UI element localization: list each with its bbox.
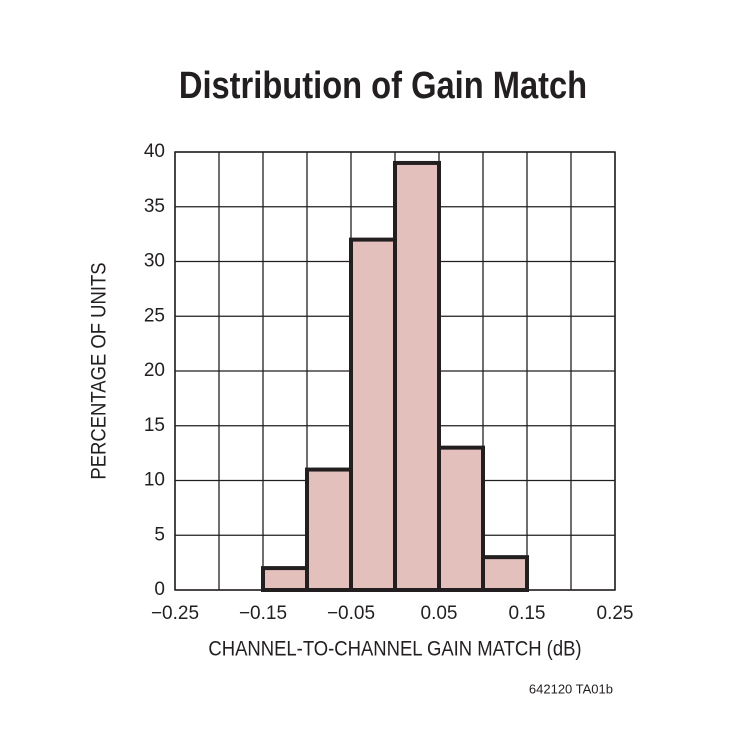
- x-tick-label: 0.25: [597, 603, 634, 624]
- y-tick-label: 20: [144, 360, 165, 381]
- y-tick-label: 0: [154, 579, 165, 600]
- y-axis-label: PERCENTAGE OF UNITS: [87, 262, 110, 479]
- bar: [393, 160, 441, 592]
- chart-title: Distribution of Gain Match: [179, 64, 587, 107]
- footnote: 642120 TA01b: [529, 681, 613, 696]
- bar: [349, 237, 397, 592]
- y-tick-label: 10: [144, 470, 165, 491]
- bar: [261, 566, 309, 592]
- y-tick-label: 30: [144, 251, 165, 272]
- x-tick-label: −0.15: [239, 603, 287, 624]
- bar: [481, 555, 529, 593]
- bar: [437, 445, 485, 592]
- plot-frame: [174, 151, 616, 591]
- y-tick-label: 35: [144, 196, 165, 217]
- y-tick-label: 40: [144, 141, 165, 162]
- x-tick-label: −0.25: [151, 603, 199, 624]
- x-tick-label: 0.05: [421, 603, 458, 624]
- y-tick-label: 25: [144, 305, 165, 326]
- x-tick-label: −0.05: [327, 603, 375, 624]
- y-tick-label: 5: [154, 524, 165, 545]
- x-tick-label: 0.15: [509, 603, 546, 624]
- bar: [305, 467, 353, 592]
- y-tick-label: 15: [144, 415, 165, 436]
- x-axis-label: CHANNEL-TO-CHANNEL GAIN MATCH (dB): [208, 637, 581, 660]
